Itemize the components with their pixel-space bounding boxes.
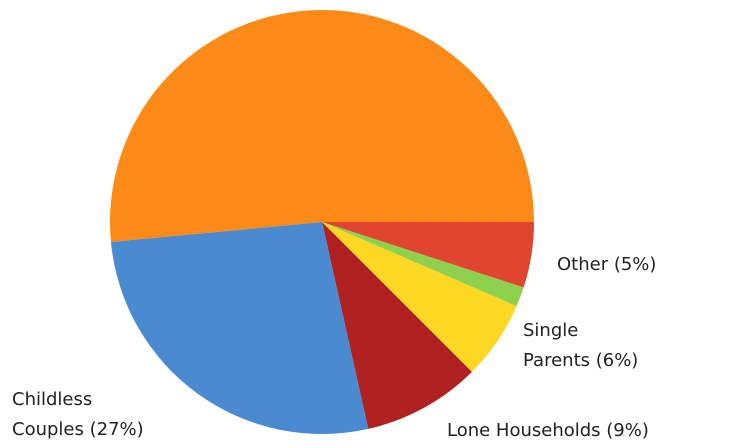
pie-slice [110,10,534,242]
pie-slice [322,222,524,307]
slice-label: Lone Households (9%) [447,420,649,441]
pie-slice [322,222,472,429]
slice-label: Other (5%) [557,254,657,275]
pie-slice [322,222,517,372]
pie-slice [110,222,369,434]
slice-label: Childless Couples (27%) [12,389,144,440]
slice-label: Single Parents (6%) [523,320,639,371]
pie-slice [322,222,534,288]
